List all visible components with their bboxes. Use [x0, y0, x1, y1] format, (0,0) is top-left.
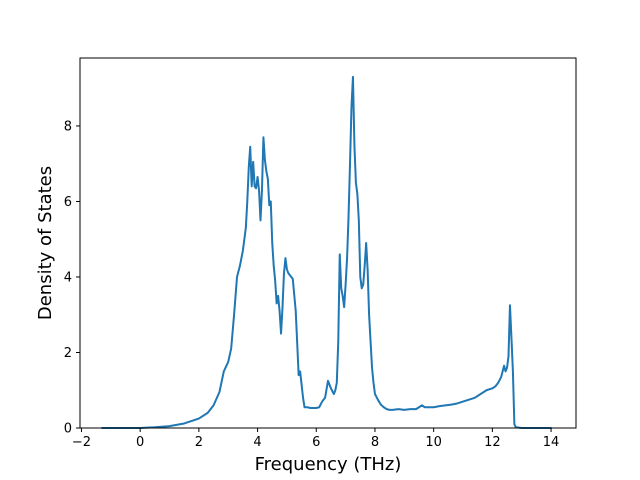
- x-tick-label: 6: [312, 435, 320, 450]
- axes-frame: [79, 57, 577, 429]
- y-tick-label: 8: [64, 119, 72, 134]
- y-axis: 0 2 4 6 8: [64, 119, 80, 437]
- y-axis-label: Density of States: [35, 166, 56, 320]
- y-tick-label: 0: [64, 422, 72, 437]
- x-tick-label: 10: [425, 435, 442, 450]
- x-tick-label: −2: [72, 435, 91, 450]
- x-axis: −2 0 2 4 6 8 10 12 14: [72, 428, 559, 450]
- x-tick-label: 0: [136, 435, 144, 450]
- x-tick-label: 12: [484, 435, 501, 450]
- plot-area: [101, 75, 553, 429]
- x-tick-label: 8: [371, 435, 379, 450]
- x-tick-label: 14: [543, 435, 560, 450]
- y-tick-label: 4: [64, 270, 72, 285]
- x-tick-label: 2: [195, 435, 203, 450]
- x-tick-label: 4: [253, 435, 261, 450]
- y-tick-label: 6: [64, 195, 72, 210]
- y-tick-label: 2: [64, 346, 72, 361]
- series-line-0: [101, 75, 553, 429]
- x-axis-label: Frequency (THz): [255, 454, 402, 475]
